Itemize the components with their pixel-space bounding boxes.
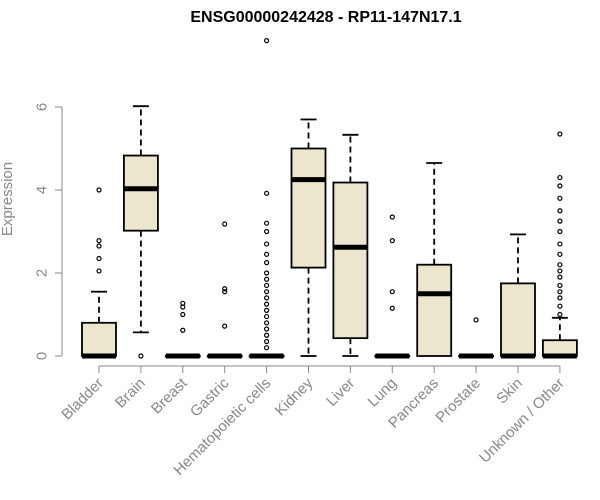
y-tick-label: 2 [34,269,51,277]
y-tick-label: 4 [34,186,51,194]
boxes [81,37,578,359]
outlier-point [96,268,102,274]
outlier-point [557,282,563,289]
outlier-point [557,228,563,235]
outlier-point [222,323,228,329]
y-tick-label: 6 [34,103,51,111]
x-tick-label: Brain [112,375,149,412]
box-body [500,282,536,357]
outlier-point [557,218,563,224]
box-body [290,147,327,269]
outlier-point [389,305,395,311]
outlier-point [96,255,102,262]
x-tick-label: Skin [493,375,526,408]
box-gastric [206,221,243,359]
box-body [332,181,369,340]
outlier-point [264,276,270,282]
outlier-point [264,241,270,247]
outlier-point [96,243,102,249]
outlier-point [264,301,270,307]
outlier-point [264,220,270,226]
box-lung [374,214,411,359]
box-body [81,321,117,357]
outlier-point [473,317,479,323]
outlier-point [557,303,563,309]
box-body [416,263,453,357]
outlier-point [264,307,270,313]
outlier-point [264,332,270,338]
box-prostate [458,317,495,359]
box-unknown-other [542,131,578,359]
y-axis-label: Expression [0,162,16,236]
x-tick-label: Kidney [272,374,317,419]
outlier-point [557,274,563,280]
outlier-point [264,338,270,345]
outlier-point [264,228,270,235]
box-brain [123,105,159,359]
outlier-point [264,282,270,289]
outlier-point [557,311,563,318]
x-tick-label: Liver [323,375,358,410]
outlier-point [557,251,563,257]
outlier-point [180,327,186,333]
outlier-point [557,289,563,295]
outlier-point [264,289,270,295]
outlier-point [264,326,270,332]
outlier-point [557,208,563,214]
outlier-point [96,187,102,193]
outlier-point [264,270,270,276]
outlier-point [180,300,186,306]
outlier-point [557,195,563,201]
box-body [123,154,159,232]
outlier-point [557,268,563,274]
outlier-point [557,241,563,247]
box-pancreas [416,162,453,357]
outlier-point [557,131,563,137]
box-liver [332,133,369,357]
outlier-point [138,353,144,359]
outlier-point [264,260,270,266]
box-bladder [81,187,117,359]
x-tick-label: Bladder [58,375,107,424]
outlier-point [222,221,228,227]
outlier-point [180,311,186,318]
outlier-point [264,345,270,351]
outlier-point [389,238,395,244]
outlier-point [264,313,270,320]
x-tick-label: Breast [148,374,191,417]
box-breast [164,300,201,359]
box-hematopoietic-cells [248,37,285,359]
outlier-point [264,190,270,196]
outlier-point [264,251,270,257]
outlier-point [96,238,102,244]
box-kidney [290,118,327,357]
outlier-point [264,320,270,326]
x-tick-label: Lung [365,375,401,411]
outlier-point [557,295,563,301]
outlier-point [264,295,270,301]
outlier-point [557,174,563,181]
outlier-point [264,37,270,44]
outlier-point [557,262,563,268]
outlier-point [557,183,563,189]
outlier-point [389,289,395,295]
outlier-point [222,286,228,292]
outlier-point [389,214,395,220]
chart-title: ENSG00000242428 - RP11-147N17.1 [190,9,461,26]
outlier-point [222,289,228,295]
box-skin [500,233,536,359]
y-tick-label: 0 [34,352,51,360]
x-tick-label: Prostate [432,375,484,427]
